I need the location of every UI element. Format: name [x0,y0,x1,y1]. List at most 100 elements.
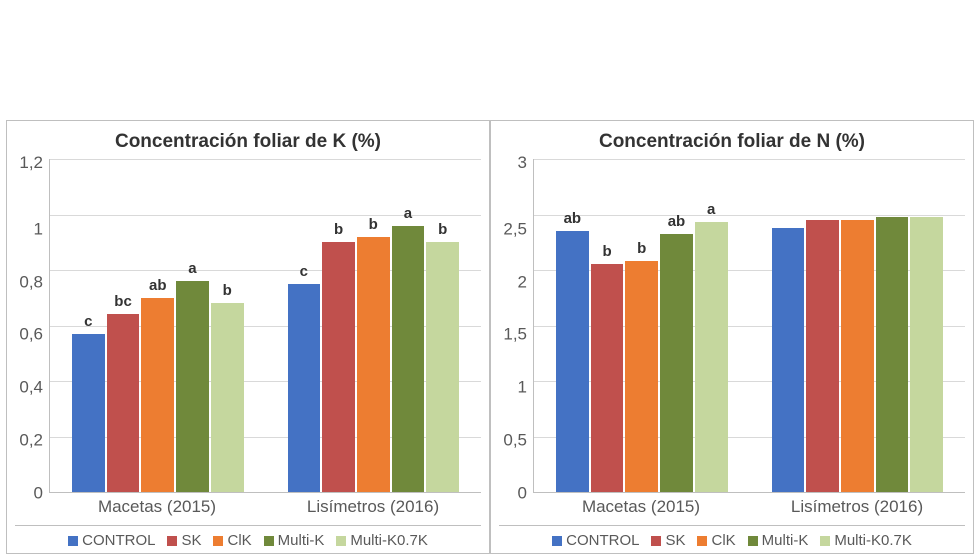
legend-item: ClK [213,532,251,549]
bar-rect [556,231,589,492]
legend-label: ClK [227,532,251,549]
y-tick: 1,5 [499,326,527,343]
x-label: Macetas (2015) [533,497,749,517]
bar-annotation: b [211,283,244,301]
bar-annotation [806,200,839,218]
y-tick: 2,5 [499,220,527,237]
bar-rect [72,334,105,492]
legend-swatch [748,536,758,546]
bar: bc [107,159,140,492]
legend-label: Multi-K0.7K [834,532,912,549]
bar-annotation: b [357,217,390,235]
bar-rect [841,220,874,492]
bar-annotation: a [176,261,209,279]
bar-annotation [841,200,874,218]
y-tick: 1,2 [15,154,43,171]
y-tick: 0,6 [15,326,43,343]
bar-rect [176,281,209,492]
legend-item: Multi-K [748,532,809,549]
plot-area: abbbaba [533,159,965,493]
bar: a [695,159,728,492]
bar-rect [426,242,459,492]
bar-rect [322,242,355,492]
bar: b [322,159,355,492]
bar [841,159,874,492]
bar-annotation: ab [660,214,693,232]
bar: b [591,159,624,492]
bar-rect [357,237,390,492]
legend-swatch [213,536,223,546]
y-tick: 0 [499,484,527,501]
bar: a [176,159,209,492]
legend-item: Multi-K0.7K [820,532,912,549]
y-tick: 0,8 [15,273,43,290]
legend-swatch [651,536,661,546]
legend-item: SK [651,532,685,549]
bar-annotation: ab [141,278,174,296]
bar: b [211,159,244,492]
chart-panel-n: Concentración foliar de N (%) 3 2,5 2 1,… [490,120,974,554]
legend: CONTROL SK ClK Multi-K Multi-K0.7K [15,525,481,549]
plot-wrap: 3 2,5 2 1,5 1 0,5 0 abbbaba [499,159,965,493]
legend-label: CONTROL [82,532,155,549]
bar: c [72,159,105,492]
y-tick: 0,2 [15,432,43,449]
legend-label: SK [181,532,201,549]
legend-label: Multi-K0.7K [350,532,428,549]
chart-panel-k: Concentración foliar de K (%) 1,2 1 0,8 … [6,120,490,554]
legend-swatch [820,536,830,546]
x-label: Lisímetros (2016) [265,497,481,517]
bar-annotation [772,208,805,226]
bar [806,159,839,492]
legend-swatch [697,536,707,546]
legend-swatch [264,536,274,546]
bar: ab [660,159,693,492]
x-axis: Macetas (2015) Lisímetros (2016) [49,497,481,517]
bar-rect [288,284,321,492]
x-label: Lisímetros (2016) [749,497,965,517]
bar-rect [910,217,943,492]
bar-annotation: a [392,206,425,224]
bar-group: cbbab [266,159,482,492]
bar-rect [392,226,425,492]
legend-label: CONTROL [566,532,639,549]
plot-wrap: 1,2 1 0,8 0,6 0,4 0,2 0 cbcababcbbab [15,159,481,493]
x-axis: Macetas (2015) Lisímetros (2016) [533,497,965,517]
bar: b [625,159,658,492]
legend-swatch [167,536,177,546]
bar-annotation: b [591,244,624,262]
bar [772,159,805,492]
bar [876,159,909,492]
bar-rect [625,261,658,492]
bar-rect [591,264,624,492]
legend-item: Multi-K [264,532,325,549]
chart-title: Concentración foliar de N (%) [499,131,965,153]
legend-item: CONTROL [552,532,639,549]
bar [910,159,943,492]
bar-annotation: b [322,222,355,240]
legend-item: SK [167,532,201,549]
y-tick: 2 [499,273,527,290]
legend-swatch [336,536,346,546]
bar-annotation: c [72,314,105,332]
bar-rect [141,298,174,492]
bar-annotation: bc [107,294,140,312]
bar-annotation [876,197,909,215]
y-tick: 0 [15,484,43,501]
x-label: Macetas (2015) [49,497,265,517]
legend-swatch [68,536,78,546]
bar: a [392,159,425,492]
legend-label: ClK [711,532,735,549]
bar: b [357,159,390,492]
legend-item: ClK [697,532,735,549]
bar-annotation: b [426,222,459,240]
legend-label: Multi-K [278,532,325,549]
bar-rect [695,222,728,492]
legend-item: CONTROL [68,532,155,549]
y-axis: 3 2,5 2 1,5 1 0,5 0 [499,159,533,493]
y-tick: 1 [15,220,43,237]
chart-title: Concentración foliar de K (%) [15,131,481,153]
bar: c [288,159,321,492]
y-tick: 1 [499,379,527,396]
bar-annotation [910,197,943,215]
